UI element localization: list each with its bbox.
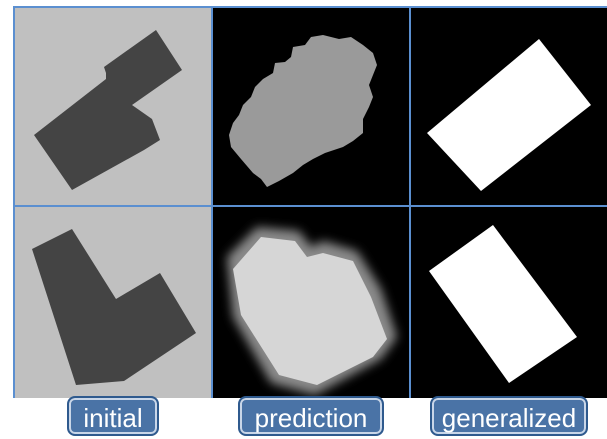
tile-initial-row2 [14,207,211,398]
generalized-building-polygon-row2 [429,225,577,383]
tile-initial-row1 [14,7,211,205]
tile-generalized-row1 [411,7,607,205]
grid-line-vertical-2 [409,7,411,398]
label-prediction: prediction [238,396,384,436]
grid-line-vertical-1 [211,7,213,398]
initial-building-shape-row2 [32,229,196,385]
initial-building-polygon-row1 [34,30,182,190]
generalized-building-shape-row2 [429,225,577,383]
generalized-building-shape-row1 [427,39,591,191]
grid-line-vertical-left [13,7,15,398]
prediction-building-shape-row1 [229,35,377,187]
generalized-building-polygon-row1 [427,39,591,191]
prediction-building-shape-row2 [227,227,397,395]
tile-prediction-row1 [213,7,409,205]
prediction-building-polygon-row1 [229,35,377,187]
grid-line-horizontal-middle [13,205,607,207]
initial-building-shape-row1 [34,30,182,190]
tile-generalized-row2 [411,207,607,398]
prediction-building-polygon-row2 [233,237,387,385]
initial-building-polygon-row2 [32,229,196,385]
label-generalized: generalized [430,396,588,436]
label-initial: initial [67,396,159,436]
tile-prediction-row2 [213,207,409,398]
grid-line-horizontal-top [13,6,607,8]
